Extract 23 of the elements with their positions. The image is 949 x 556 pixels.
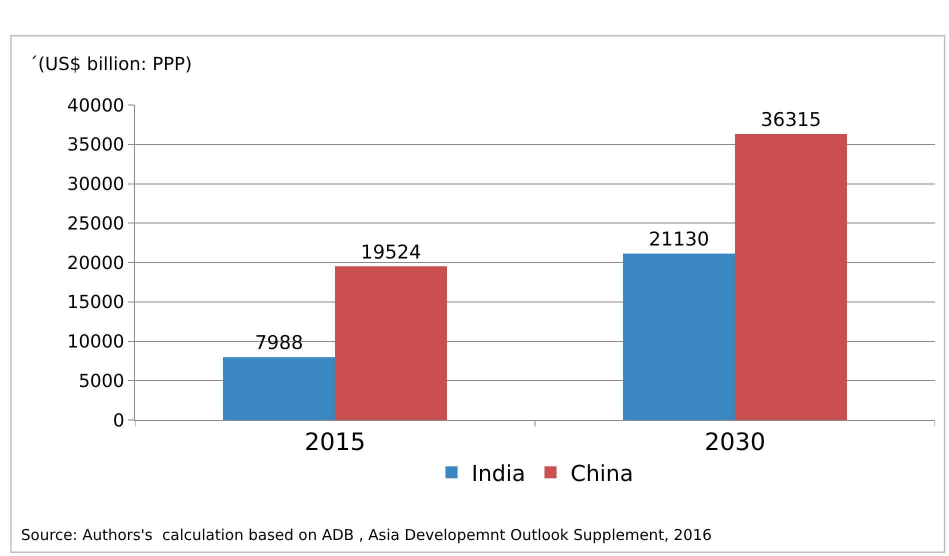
y-axis-title: ´(US$ billion: PPP)	[29, 54, 192, 75]
y-tick-label: 35000	[67, 134, 124, 156]
data-label: 21130	[648, 228, 710, 251]
source-note: Source: Authors's calculation based on ADB , Asia Developemnt Outlook Supplement, 2016	[21, 526, 712, 544]
legend-label: China	[570, 462, 634, 487]
y-tick-label: 20000	[67, 252, 124, 274]
bar	[735, 134, 847, 420]
bar	[335, 266, 447, 420]
bar	[223, 357, 335, 420]
bar	[623, 254, 735, 420]
y-tick-label: 40000	[67, 95, 124, 116]
y-tick-label: 10000	[67, 332, 124, 353]
x-tick-label: 2030	[704, 428, 766, 456]
data-label: 36315	[760, 109, 822, 132]
legend-label: India	[472, 462, 526, 487]
data-label: 7988	[254, 332, 304, 354]
y-tick-label: 5000	[78, 370, 124, 392]
data-label: 19524	[360, 241, 422, 264]
y-tick-label: 0	[112, 410, 124, 432]
y-tick-label: 25000	[67, 213, 124, 234]
y-tick-label: 30000	[67, 174, 124, 196]
y-tick-label: 15000	[67, 292, 124, 314]
x-tick-label: 2015	[304, 428, 366, 456]
